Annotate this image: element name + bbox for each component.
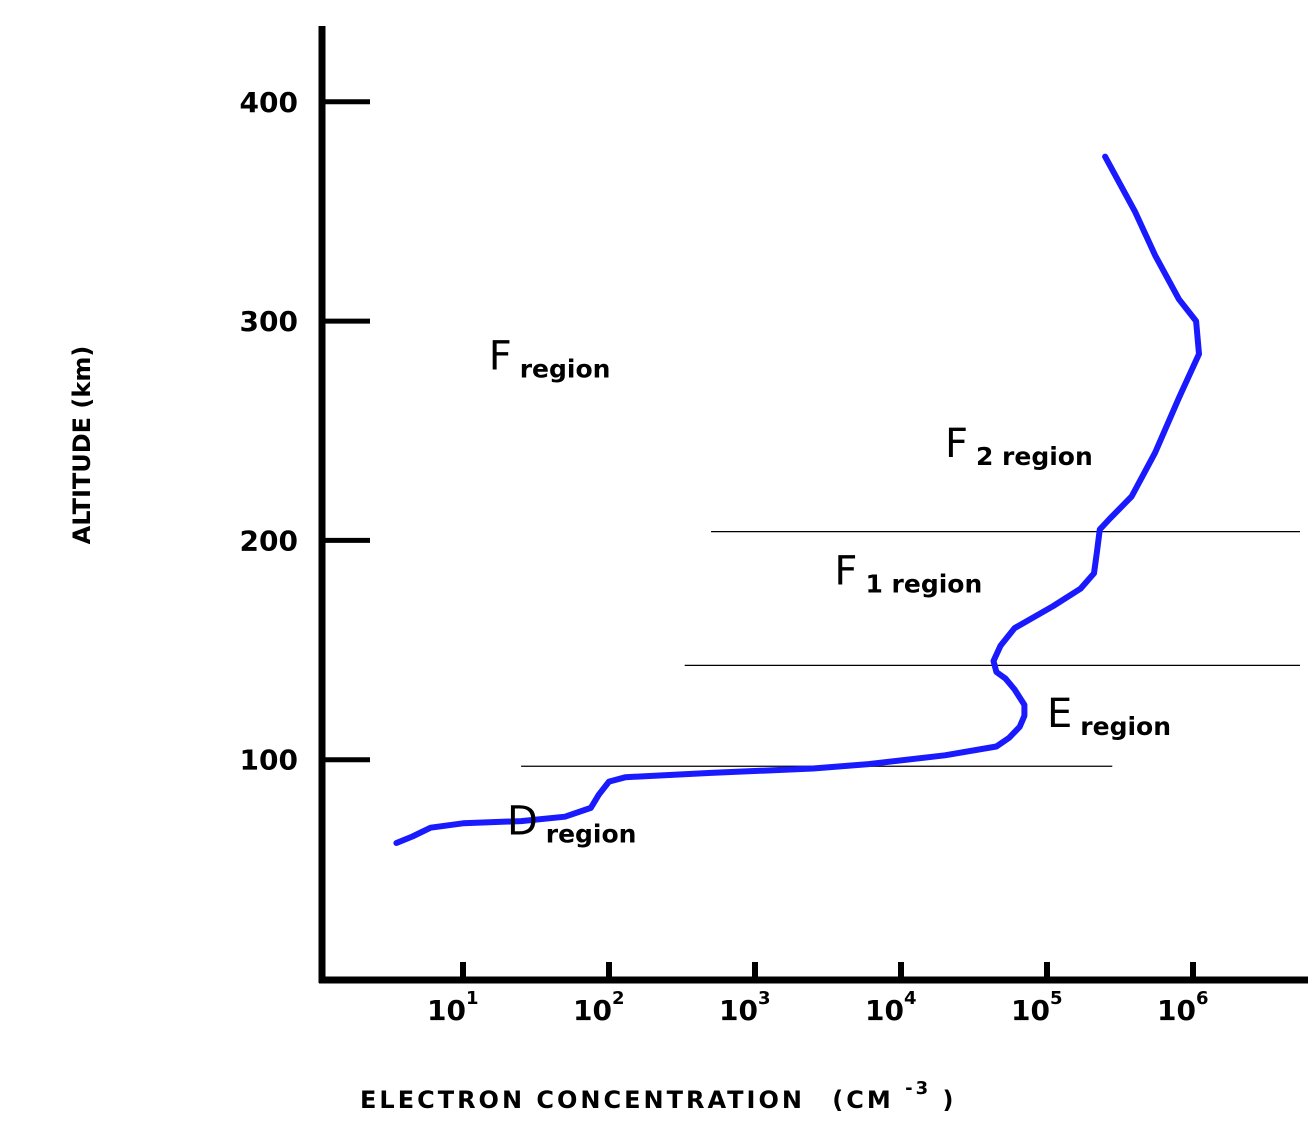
electron-profile-line [393, 153, 1202, 846]
y-tick-label-300: 300 [240, 305, 298, 338]
x-tick-label-4: 104 [865, 988, 917, 1027]
x-axis-label-unit-exponent: -3 [905, 1078, 931, 1099]
region-boundaries [521, 530, 1300, 767]
x-axis-label-text: ELECTRON CONCENTRATION [360, 1086, 805, 1114]
x-tick-label-1: 101 [427, 988, 479, 1027]
profile-curve-group [393, 153, 1202, 846]
x-tick-label-6: 106 [1157, 988, 1209, 1027]
y-tick-label-200: 200 [240, 524, 298, 557]
y-tick-label-400: 400 [240, 86, 298, 119]
y-tick-label-100: 100 [240, 744, 298, 777]
x-tick-label-5: 105 [1011, 988, 1063, 1027]
x-axis-label-unit-close: ) [942, 1086, 956, 1114]
x-axis-label-unit: (CM [832, 1086, 893, 1114]
y-axis-label: ALTITUDE (km) [68, 346, 96, 545]
x-axis-label: ELECTRON CONCENTRATION (CM -3 ) [360, 1072, 956, 1114]
x-tick-label-2: 102 [573, 988, 625, 1027]
axes: 100 200 300 400 101 102 103 104 105 106 [240, 26, 1308, 1027]
x-tick-label-3: 103 [719, 988, 771, 1027]
